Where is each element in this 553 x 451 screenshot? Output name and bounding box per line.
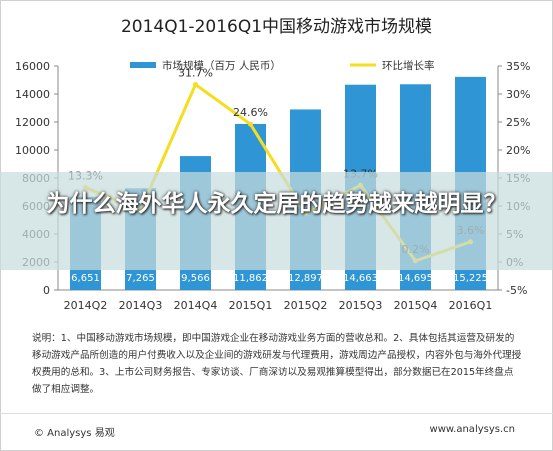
legend-bar-swatch	[130, 62, 156, 68]
bar-value-label: 14,695	[398, 273, 433, 284]
x-tick-label: 2015Q1	[229, 299, 273, 312]
y-right-tick-label: 20%	[506, 144, 530, 157]
growth-value-label: 24.6%	[233, 106, 268, 119]
y-right-tick-label: 35%	[506, 60, 530, 73]
y-right-tick-label: 25%	[506, 116, 530, 129]
bar-value-label: 9,566	[181, 273, 210, 284]
x-tick-label: 2015Q4	[394, 299, 438, 312]
x-tick-label: 2014Q2	[64, 299, 108, 312]
y-left-tick-label: 10000	[15, 144, 50, 157]
legend-line-label: 环比增长率	[382, 59, 435, 72]
growth-value-label: 31.7%	[178, 66, 213, 79]
bar-value-label: 14,663	[343, 273, 378, 284]
chart-note: 说明：1、中国移动游戏市场规模，即中国游戏企业在移动游戏业务方面的营收总和。2、…	[32, 333, 522, 395]
x-tick-label: 2014Q4	[174, 299, 218, 312]
brand-label: © Analysys 易观	[34, 428, 115, 439]
y-left-tick-label: 0	[43, 284, 50, 297]
chart-title: 2014Q1-2016Q1中国移动游戏市场规模	[120, 17, 433, 37]
x-tick-label: 2015Q3	[339, 299, 383, 312]
bar-value-label: 6,651	[71, 273, 100, 284]
y-left-tick-label: 16000	[15, 60, 50, 73]
y-right-tick-label: 30%	[506, 88, 530, 101]
growth-point	[193, 81, 198, 87]
x-tick-label: 2015Q2	[284, 299, 328, 312]
bar-value-label: 11,862	[233, 273, 268, 284]
x-tick-label: 2014Q3	[119, 299, 163, 312]
y-left-tick-label: 14000	[15, 88, 50, 101]
y-left-tick-label: 12000	[15, 116, 50, 129]
overlay-banner	[0, 172, 553, 270]
bar-value-label: 12,897	[288, 273, 323, 284]
footer: © Analysys 易观 www.analysys.cn	[0, 413, 553, 450]
site-url: www.analysys.cn	[429, 424, 515, 435]
y-right-tick-label: -5%	[506, 284, 527, 297]
overlay-headline: 为什么海外华人永久定居的趋势越来越明显？	[46, 191, 507, 217]
bar-value-label: 7,265	[126, 273, 155, 284]
legend-bar-label: 市场规模（百万 人民币）	[162, 59, 281, 72]
growth-point	[248, 121, 253, 127]
bar-value-label: 15,225	[453, 273, 488, 284]
x-tick-label: 2016Q1	[449, 299, 493, 312]
combo-chart: 0200040006000800010000120001400016000-5%…	[15, 59, 530, 312]
